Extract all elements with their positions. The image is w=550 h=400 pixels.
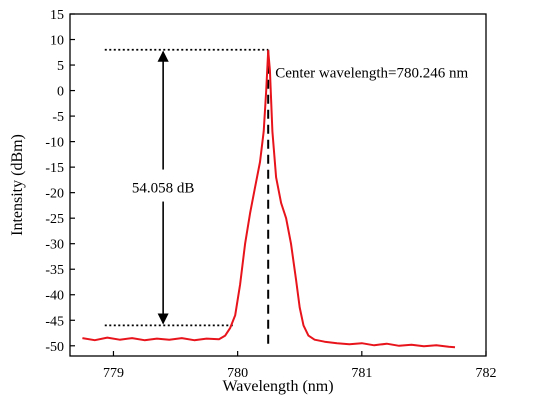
axis-ticks: 15 10 5 0 -5 -10 -15 -20 -25 -30 -35 -40 -45 -50 779 78… [45, 8, 496, 381]
center-wavelength-label: Center wavelength=780.246 nm [275, 66, 468, 82]
y-tick-label: -35 [45, 263, 64, 278]
plot-frame [69, 13, 487, 357]
y-tick-label: -20 [45, 187, 64, 202]
y-tick-label: -40 [45, 289, 64, 304]
y-tick-label: -45 [45, 314, 64, 329]
y-tick-label: -5 [52, 110, 64, 125]
y-axis-label: Intensity (dBm) [9, 134, 26, 236]
x-tick-label: 782 [476, 366, 497, 381]
x-axis-label: Wavelength (nm) [222, 378, 333, 395]
spectrum-line [82, 49, 456, 349]
y-tick-label: -10 [45, 136, 64, 151]
x-tick-label: 780 [227, 366, 248, 381]
annotations [104, 48, 270, 348]
y-tick-label: 10 [50, 34, 64, 49]
x-tick-label: 779 [103, 366, 124, 381]
y-tick-label: -25 [45, 212, 64, 227]
y-tick-label: -50 [45, 340, 64, 355]
span-db-label: 54.058 dB [132, 181, 195, 197]
y-tick-label: -30 [45, 238, 64, 253]
y-tick-label: 15 [50, 8, 64, 23]
y-tick-label: -15 [45, 161, 64, 176]
y-tick-label: 0 [57, 85, 64, 100]
y-tick-label: 5 [57, 59, 64, 74]
x-tick-label: 781 [351, 366, 372, 381]
